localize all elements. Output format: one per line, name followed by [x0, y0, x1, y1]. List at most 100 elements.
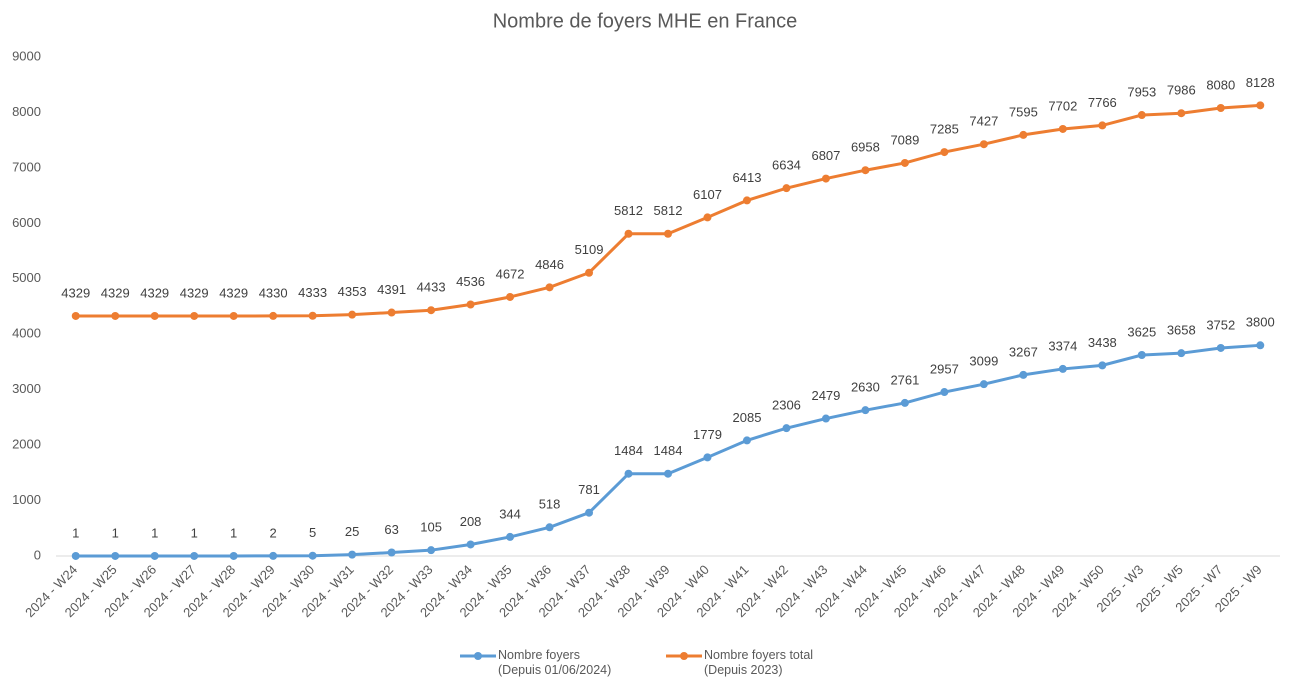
y-tick-label: 2000	[12, 437, 41, 452]
data-label: 3625	[1127, 324, 1156, 339]
legend-swatch	[666, 652, 702, 660]
point	[1256, 341, 1265, 350]
y-tick-label: 4000	[12, 326, 41, 341]
legend-label: Nombre foyers (Depuis 01/06/2024)	[498, 648, 612, 677]
point	[782, 184, 791, 193]
point	[506, 532, 515, 541]
point	[703, 213, 712, 222]
point	[742, 436, 751, 445]
chart-title: Nombre de foyers MHE en France	[493, 10, 798, 32]
data-label: 2761	[890, 372, 919, 387]
data-label: 4329	[101, 285, 130, 300]
point	[1177, 109, 1186, 118]
point	[506, 292, 515, 301]
data-label: 2306	[772, 398, 801, 413]
data-label: 4536	[456, 274, 485, 289]
point	[664, 469, 672, 478]
point	[1058, 364, 1067, 373]
data-label: 4333	[298, 285, 327, 300]
point	[585, 508, 594, 517]
data-label: 4846	[535, 257, 564, 272]
point	[821, 174, 830, 183]
data-label: 4329	[180, 285, 209, 300]
point	[150, 311, 159, 320]
data-label: 208	[460, 514, 482, 529]
data-label: 25	[345, 524, 359, 539]
data-label: 4391	[377, 282, 406, 297]
data-label: 7953	[1127, 84, 1156, 99]
data-label: 5109	[575, 242, 604, 257]
legend-item: Nombre foyers total (Depuis 2023)	[664, 648, 813, 678]
y-tick-label: 9000	[12, 48, 41, 63]
point	[900, 158, 909, 167]
point	[900, 398, 909, 407]
data-label: 1	[112, 525, 119, 540]
point	[940, 148, 949, 157]
y-tick-label: 6000	[12, 215, 41, 230]
data-label: 6107	[693, 187, 722, 202]
legend-marker	[474, 652, 482, 660]
data-label: 2085	[733, 410, 762, 425]
point	[624, 469, 633, 478]
data-label: 1484	[654, 443, 683, 458]
data-label: 2957	[930, 361, 959, 376]
data-label: 7986	[1167, 83, 1196, 98]
data-label: 5	[309, 525, 316, 540]
y-tick-label: 1000	[12, 492, 41, 507]
point	[624, 229, 633, 238]
point	[387, 548, 396, 557]
point	[111, 311, 120, 320]
data-label: 3374	[1048, 338, 1077, 353]
data-label: 4672	[496, 266, 525, 281]
data-label: 2	[270, 525, 277, 540]
data-label: 4329	[219, 285, 248, 300]
data-label: 7702	[1048, 98, 1077, 113]
data-label: 344	[499, 506, 521, 521]
data-label: 2479	[811, 388, 840, 403]
point	[190, 311, 199, 320]
point	[940, 388, 949, 397]
data-label: 1484	[614, 443, 643, 458]
data-label: 781	[578, 482, 600, 497]
point	[861, 406, 870, 415]
data-label: 8128	[1246, 75, 1275, 90]
point	[1216, 104, 1225, 113]
point	[1058, 124, 1067, 133]
data-label: 1779	[693, 427, 722, 442]
y-tick-label: 5000	[12, 270, 41, 285]
data-label: 63	[384, 522, 398, 537]
point	[308, 311, 317, 320]
point	[1019, 370, 1028, 379]
point	[111, 551, 120, 560]
legend-swatch	[460, 652, 496, 660]
point	[585, 268, 594, 277]
legend: Nombre foyers (Depuis 01/06/2024) Nombre …	[0, 648, 1290, 684]
y-tick-label: 0	[34, 547, 41, 562]
data-label: 3438	[1088, 335, 1117, 350]
point	[466, 540, 475, 549]
data-label: 6958	[851, 140, 880, 155]
y-tick-label: 7000	[12, 159, 41, 174]
point	[71, 551, 80, 560]
legend-item: Nombre foyers (Depuis 01/06/2024)	[458, 648, 611, 678]
point	[1137, 351, 1146, 360]
point	[1098, 361, 1107, 370]
data-label: 4329	[140, 285, 169, 300]
point	[229, 551, 238, 560]
point	[1098, 121, 1107, 130]
data-label: 5812	[654, 203, 683, 218]
data-label: 6807	[811, 148, 840, 163]
point	[545, 283, 554, 292]
data-label: 3800	[1246, 315, 1275, 330]
point	[308, 551, 317, 560]
data-label: 1	[151, 525, 158, 540]
point	[229, 311, 238, 320]
data-label: 4433	[417, 280, 446, 295]
point	[861, 166, 870, 175]
data-label: 105	[420, 520, 442, 535]
point	[427, 306, 436, 315]
data-label: 3099	[969, 354, 998, 369]
data-label: 3658	[1167, 323, 1196, 338]
point	[1137, 111, 1146, 120]
data-label: 3752	[1206, 317, 1235, 332]
